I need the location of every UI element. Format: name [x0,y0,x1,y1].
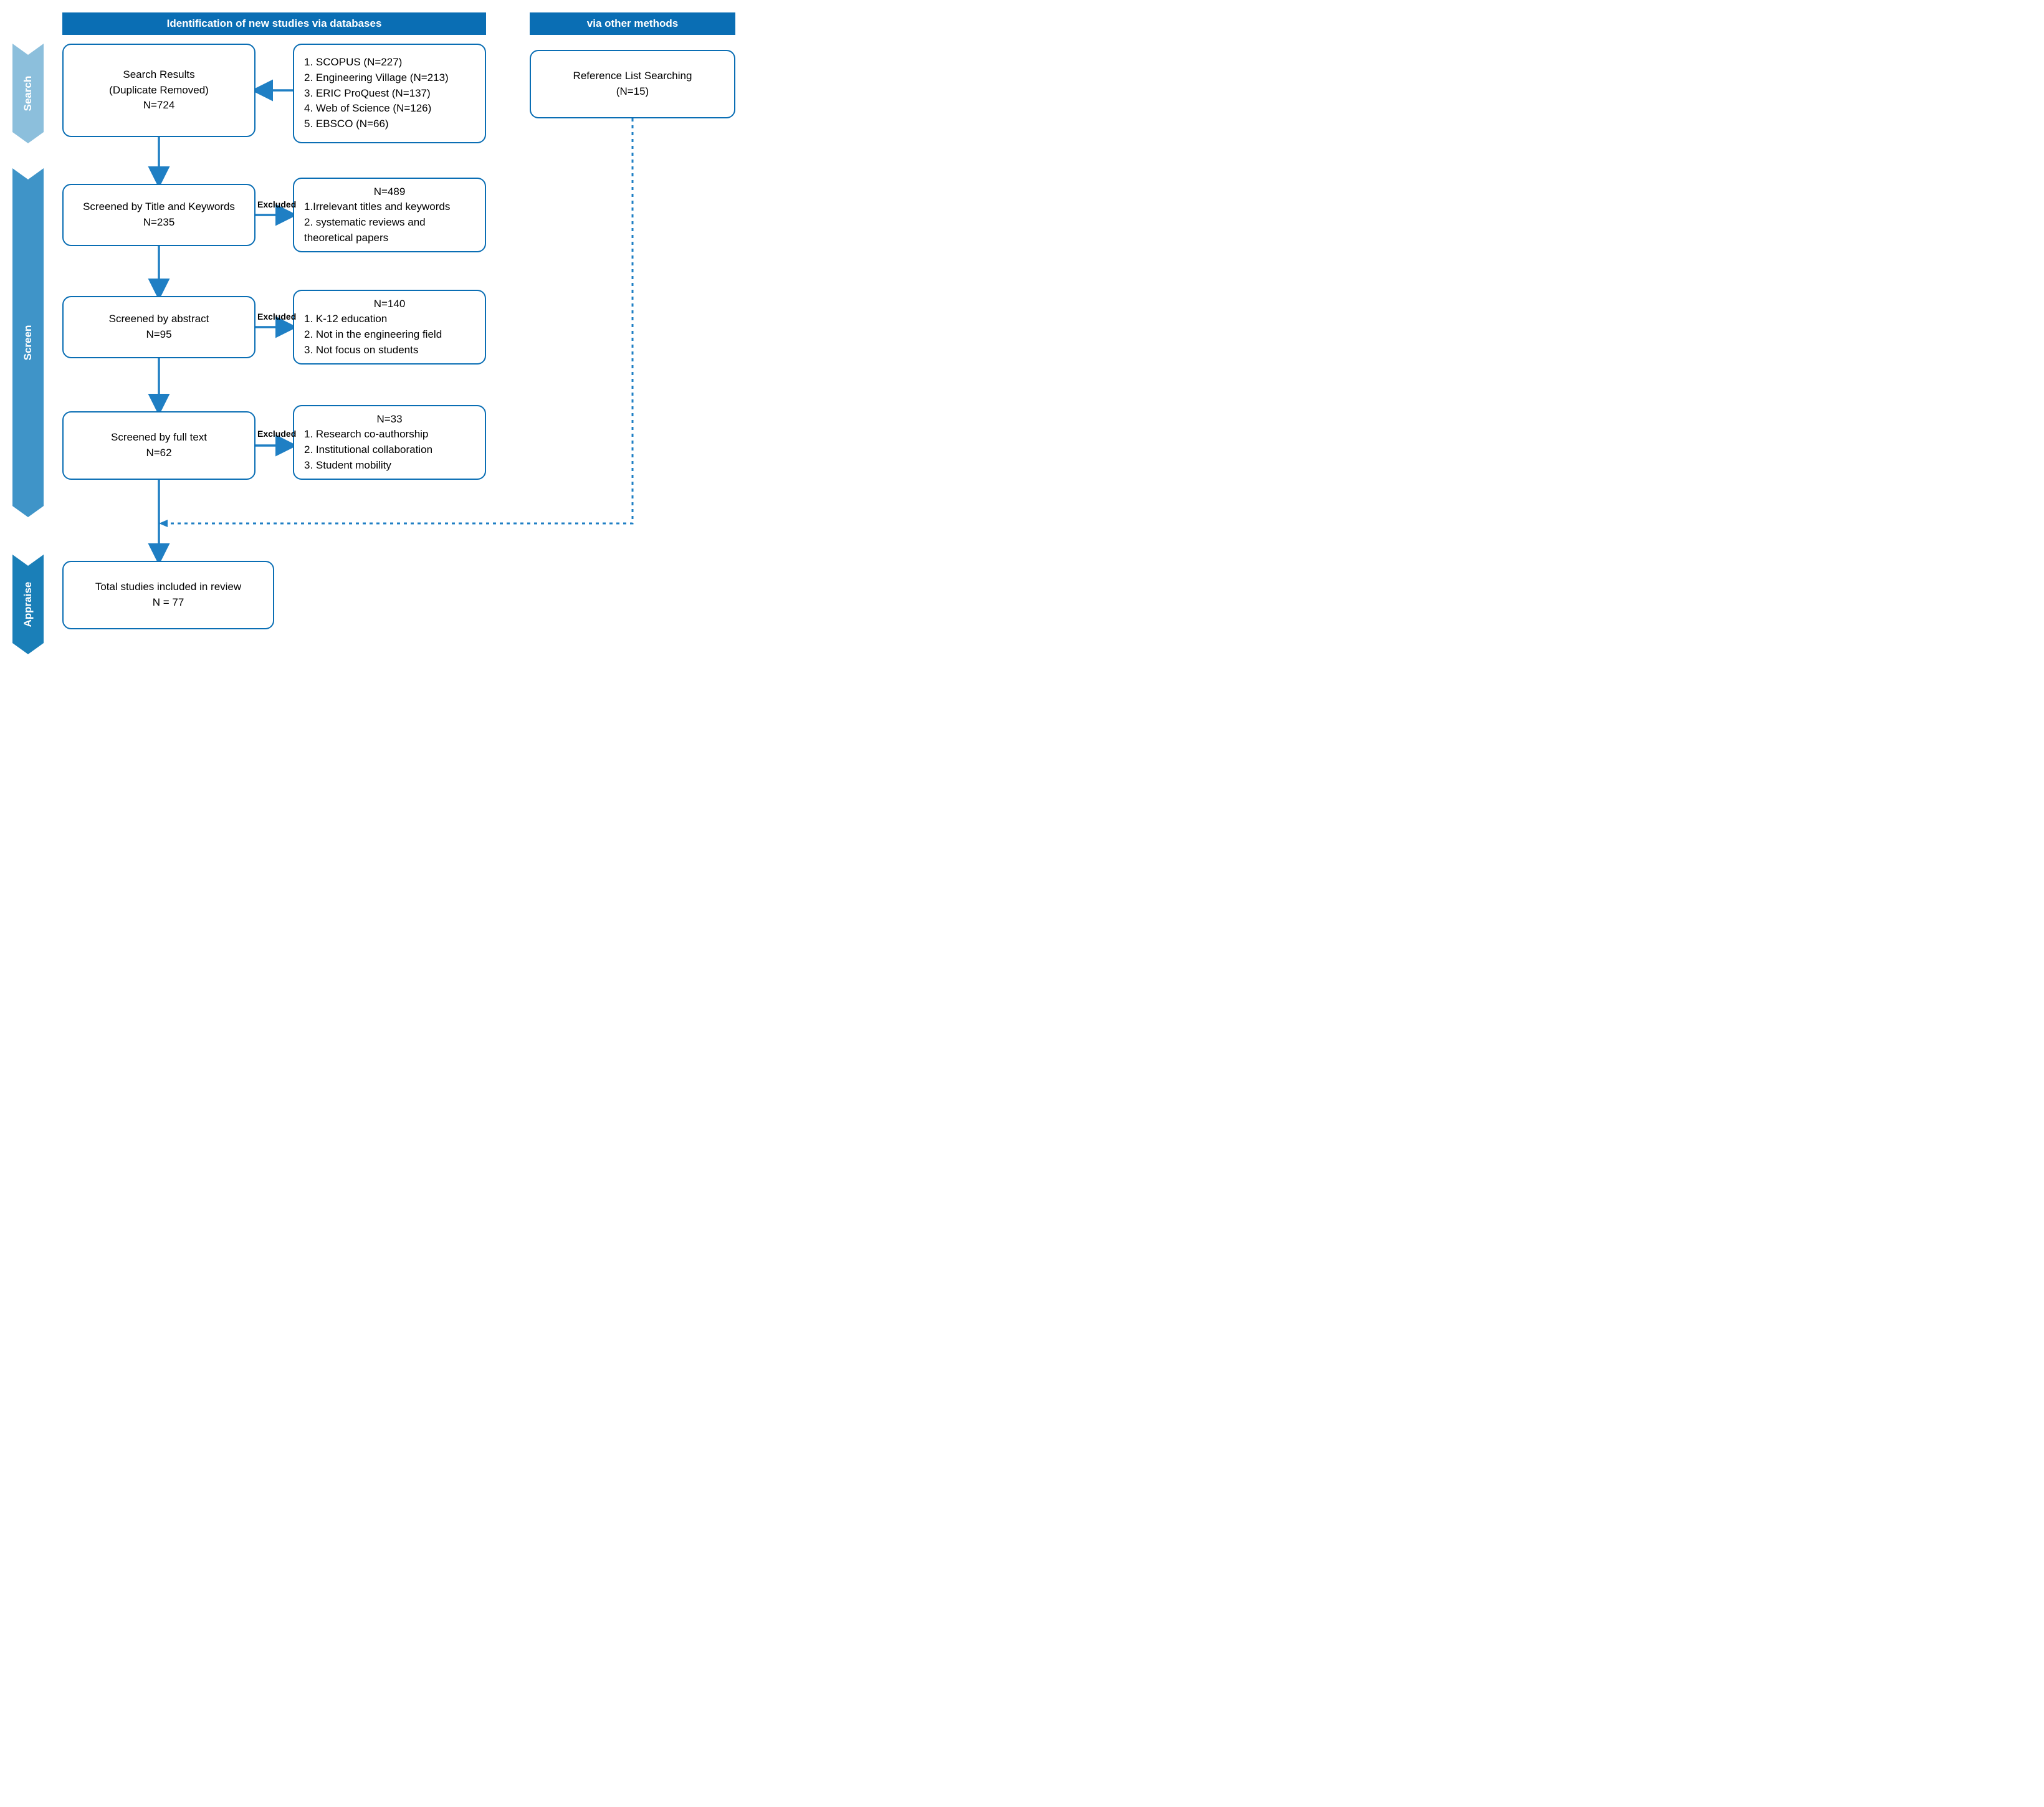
box-line: Screened by Title and Keywords [83,199,235,215]
box-line: 3. Student mobility [304,458,391,474]
box-screened_abstract: Screened by abstractN=95 [62,296,256,358]
box-screened_title: Screened by Title and KeywordsN=235 [62,184,256,246]
box-line: (Duplicate Removed) [109,83,209,98]
excluded-label: Excluded [257,312,296,322]
box-line: 1. SCOPUS (N=227) [304,55,402,70]
excluded-text: Excluded [257,312,296,322]
box-line: Total studies included in review [95,579,241,595]
excluded-label: Excluded [257,199,296,209]
box-excluded_title: N=4891.Irrelevant titles and keywords2. … [293,178,486,252]
box-total: Total studies included in reviewN = 77 [62,561,274,629]
box-line: 1. K-12 education [304,312,387,327]
box-line: 1. Research co-authorship [304,427,428,442]
box-line: 4. Web of Science (N=126) [304,101,431,117]
box-line: N = 77 [153,595,184,611]
box-line: 2. systematic reviews and theoretical pa… [304,215,475,246]
prisma-flowchart: Identification of new studies via databa… [12,12,748,673]
box-line: N=140 [374,297,406,312]
box-line: N=62 [146,446,171,461]
box-line: N=724 [143,98,175,113]
box-line: Screened by full text [111,430,207,446]
box-line: 3. ERIC ProQuest (N=137) [304,86,431,102]
box-screened_fulltext: Screened by full textN=62 [62,411,256,480]
box-ref_list: Reference List Searching(N=15) [530,50,735,118]
box-line: N=33 [376,412,402,427]
box-line: N=235 [143,215,175,231]
box-search_results: Search Results(Duplicate Removed)N=724 [62,44,256,137]
header-label: via other methods [587,17,678,30]
box-line: 2. Engineering Village (N=213) [304,70,449,86]
box-line: N=95 [146,327,171,343]
box-line: 2. Institutional collaboration [304,442,432,458]
box-line: Screened by abstract [109,312,209,327]
box-line: 2. Not in the engineering field [304,327,442,343]
header-label: Identification of new studies via databa… [167,17,382,30]
box-excluded_fulltext: N=331. Research co-authorship2. Institut… [293,405,486,480]
box-line: 3. Not focus on students [304,343,418,358]
header-h1: Identification of new studies via databa… [62,12,486,35]
phase-chevron-screen: Screen [12,168,44,517]
header-h2: via other methods [530,12,735,35]
box-line: Search Results [123,67,194,83]
box-line: N=489 [374,184,406,200]
excluded-label: Excluded [257,429,296,439]
box-line: (N=15) [616,84,649,100]
phase-chevron-search: Search [12,44,44,143]
box-line: Reference List Searching [573,69,692,84]
box-excluded_abstract: N=1401. K-12 education2. Not in the engi… [293,290,486,365]
box-line: 1.Irrelevant titles and keywords [304,199,450,215]
excluded-text: Excluded [257,199,296,209]
phase-chevron-appraise: Appraise [12,555,44,654]
dotted-arrowhead [159,520,168,527]
box-databases: 1. SCOPUS (N=227)2. Engineering Village … [293,44,486,143]
excluded-text: Excluded [257,429,296,439]
box-line: 5. EBSCO (N=66) [304,117,389,132]
